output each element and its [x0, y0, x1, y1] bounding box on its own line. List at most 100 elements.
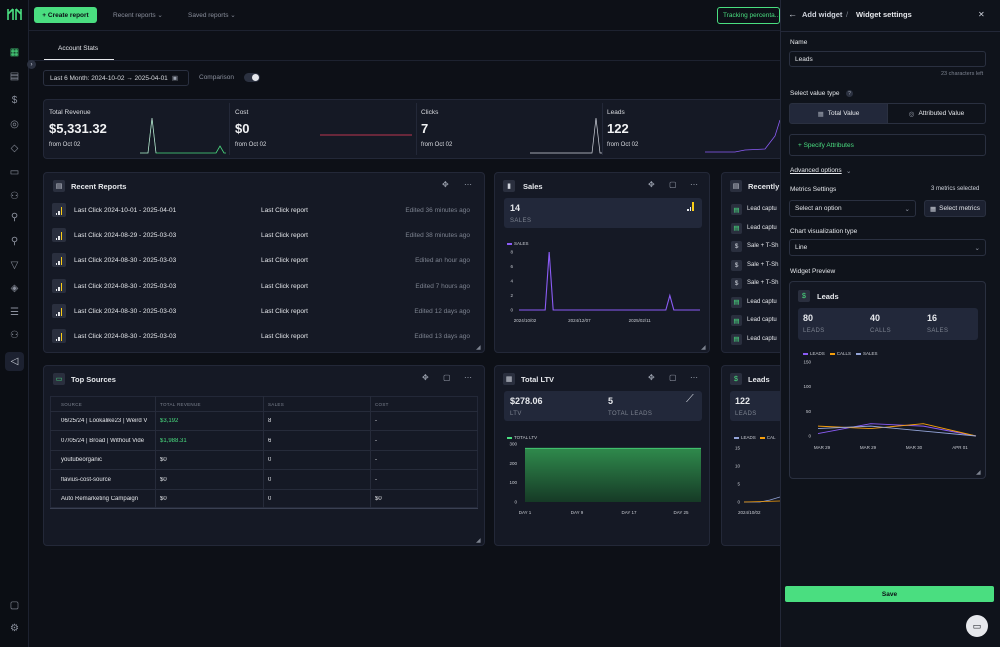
viz-type-select[interactable]: Line ⌄ — [789, 239, 986, 256]
ltv-kpi-box — [504, 391, 702, 421]
stat-sub-cost: from Oct 02 — [235, 142, 267, 148]
layers-icon[interactable]: ◈ — [10, 283, 19, 294]
more-options-icon[interactable]: ⋯ — [464, 373, 472, 382]
activity-item[interactable]: Lead captu — [747, 335, 777, 342]
select-metrics-label: Select metrics — [939, 205, 980, 212]
stat-value-leads: 122 — [607, 121, 629, 136]
ltv-kpi-label: LTV — [510, 411, 522, 417]
report-name[interactable]: Last Click 2024-08-29 - 2025-03-03 — [74, 232, 177, 240]
table-row-divider — [50, 449, 478, 451]
dashboard-icon[interactable]: ▦ — [9, 47, 20, 58]
preview-legend: LEADS CALLS SALES — [803, 351, 878, 356]
table-cell: 0 — [268, 496, 272, 502]
report-name[interactable]: Last Click 2024-08-30 - 2025-03-03 — [74, 282, 177, 290]
close-icon[interactable]: ✕ — [978, 10, 985, 19]
breadcrumb-add-widget[interactable]: Add widget — [802, 10, 843, 19]
metric-select[interactable]: Select an option ⌄ — [789, 200, 916, 217]
activity-item[interactable]: Lead captu — [747, 298, 777, 305]
drag-handle-icon[interactable]: ✥ — [422, 373, 429, 382]
table-cell[interactable]: 07/05/24 | Broad | Without Vide — [61, 437, 145, 444]
chat-support-icon[interactable]: ▭ — [966, 615, 988, 637]
drag-handle-icon[interactable]: ✥ — [648, 180, 655, 189]
preview-legend-label: CALLS — [836, 351, 852, 356]
name-input[interactable]: Leads — [789, 51, 986, 67]
dollar-icon[interactable]: $ — [11, 95, 18, 106]
save-button[interactable]: Save — [785, 586, 994, 602]
drag-handle-icon[interactable]: ✥ — [648, 373, 655, 382]
top-sources-title: Top Sources — [71, 375, 116, 384]
select-metrics-button[interactable]: ▦ Select metrics — [924, 200, 986, 217]
table-cell[interactable]: youtubeorganic — [61, 457, 103, 463]
filter-icon[interactable]: ▽ — [10, 260, 19, 271]
preview-kpi-box — [798, 308, 978, 340]
date-range-picker[interactable]: Last 6 Month: 2024-10-02 → 2025-04-01 ▣ — [43, 70, 189, 86]
comparison-toggle[interactable] — [244, 73, 260, 82]
logo-icon[interactable] — [7, 8, 22, 21]
saved-reports-dropdown[interactable]: Saved reports ⌄ — [188, 12, 236, 19]
delete-icon[interactable]: ▢ — [443, 373, 451, 382]
y-tick-label: 100 — [509, 480, 517, 485]
advanced-options-link[interactable]: Advanced options — [790, 167, 842, 174]
activity-item[interactable]: Sale + T-Sh — [747, 243, 779, 249]
users-icon[interactable]: ⚇ — [10, 191, 19, 202]
resize-handle-icon[interactable]: ◢ — [701, 345, 706, 351]
delete-icon[interactable]: ▢ — [669, 180, 677, 189]
back-arrow-icon[interactable]: ← — [788, 9, 797, 19]
table-cell[interactable]: Auto Remarketing Campaign — [61, 496, 139, 502]
team-icon[interactable]: ⚇ — [10, 330, 19, 341]
report-name[interactable]: Last Click 2024-08-30 - 2025-03-03 — [74, 307, 177, 315]
archive-icon[interactable]: ▭ — [9, 167, 20, 178]
tabs-divider — [29, 60, 780, 61]
activity-item[interactable]: Lead captu — [747, 317, 777, 323]
y-tick-label: 0 — [808, 434, 811, 439]
collapse-sidebar-icon[interactable]: › — [27, 60, 36, 69]
create-report-button[interactable]: + Create report — [34, 7, 97, 23]
table-scrollbar[interactable] — [50, 508, 478, 509]
table-cell[interactable]: flavius-cost-source — [61, 476, 112, 483]
recent-reports-dropdown[interactable]: Recent reports ⌄ — [113, 12, 163, 19]
x-tick-label: DAY 1 — [519, 510, 532, 515]
preview-legend-label: LEADS — [810, 351, 825, 356]
more-options-icon[interactable]: ⋯ — [690, 373, 698, 382]
ltv-title: Total LTV — [521, 375, 555, 384]
table-cell: $3,192 — [160, 418, 179, 424]
sales-legend: SALES — [507, 241, 529, 246]
report-name[interactable]: Last Click 2024-10-01 - 2025-04-01 — [74, 207, 177, 214]
megaphone-icon[interactable]: ◁ — [5, 352, 24, 371]
activity-item[interactable]: Lead captu — [747, 206, 777, 212]
resize-handle-icon[interactable]: ◢ — [976, 470, 981, 476]
person-icon[interactable]: ⚲ — [10, 236, 19, 247]
chat-icon[interactable]: ▢ — [9, 600, 20, 611]
target-icon[interactable]: ◎ — [10, 119, 19, 130]
total-value-option[interactable]: ▦ Total Value — [789, 103, 888, 124]
table-cell[interactable]: 06/25/24 | Lookalike23 | Weird V — [61, 418, 148, 424]
specify-attributes-button[interactable]: + Specify Attributes — [789, 134, 986, 156]
resize-handle-icon[interactable]: ◢ — [476, 345, 481, 351]
delete-icon[interactable]: ▢ — [669, 373, 677, 382]
dollar-icon: $ — [730, 373, 742, 385]
tag-icon[interactable]: ◇ — [10, 143, 19, 154]
more-options-icon[interactable]: ⋯ — [464, 180, 472, 189]
activity-item[interactable]: Sale + T-Sh — [747, 261, 779, 268]
sales-kpi-box — [504, 198, 702, 228]
drag-handle-icon[interactable]: ✥ — [442, 180, 449, 189]
breadcrumb-widget-settings: Widget settings — [856, 10, 912, 19]
sliders-icon[interactable]: ☰ — [10, 307, 19, 318]
reports-icon[interactable]: ▤ — [9, 71, 20, 82]
attributed-value-option[interactable]: ◎ Attributed Value — [887, 103, 986, 124]
tracking-percentage-button[interactable]: Tracking percenta... — [717, 7, 780, 24]
chat-bubble-icon: ▭ — [53, 373, 65, 385]
top-bar — [29, 0, 780, 31]
resize-handle-icon[interactable]: ◢ — [476, 538, 481, 544]
settings-gear-icon[interactable]: ⚙ — [10, 623, 19, 634]
report-name[interactable]: Last Click 2024-08-30 - 2025-03-03 — [74, 257, 177, 265]
user-icon[interactable]: ⚲ — [10, 212, 19, 223]
help-icon[interactable]: ? — [846, 90, 853, 97]
table-cell: 8 — [268, 418, 272, 424]
preview-kpi-value: 40 — [870, 313, 881, 323]
activity-item[interactable]: Sale + T-Sh — [747, 280, 779, 286]
report-name[interactable]: Last Click 2024-08-30 - 2025-03-03 — [74, 333, 177, 340]
tab-account-stats[interactable]: Account Stats — [58, 45, 99, 52]
more-options-icon[interactable]: ⋯ — [690, 180, 698, 189]
activity-item[interactable]: Lead captu — [747, 224, 777, 231]
